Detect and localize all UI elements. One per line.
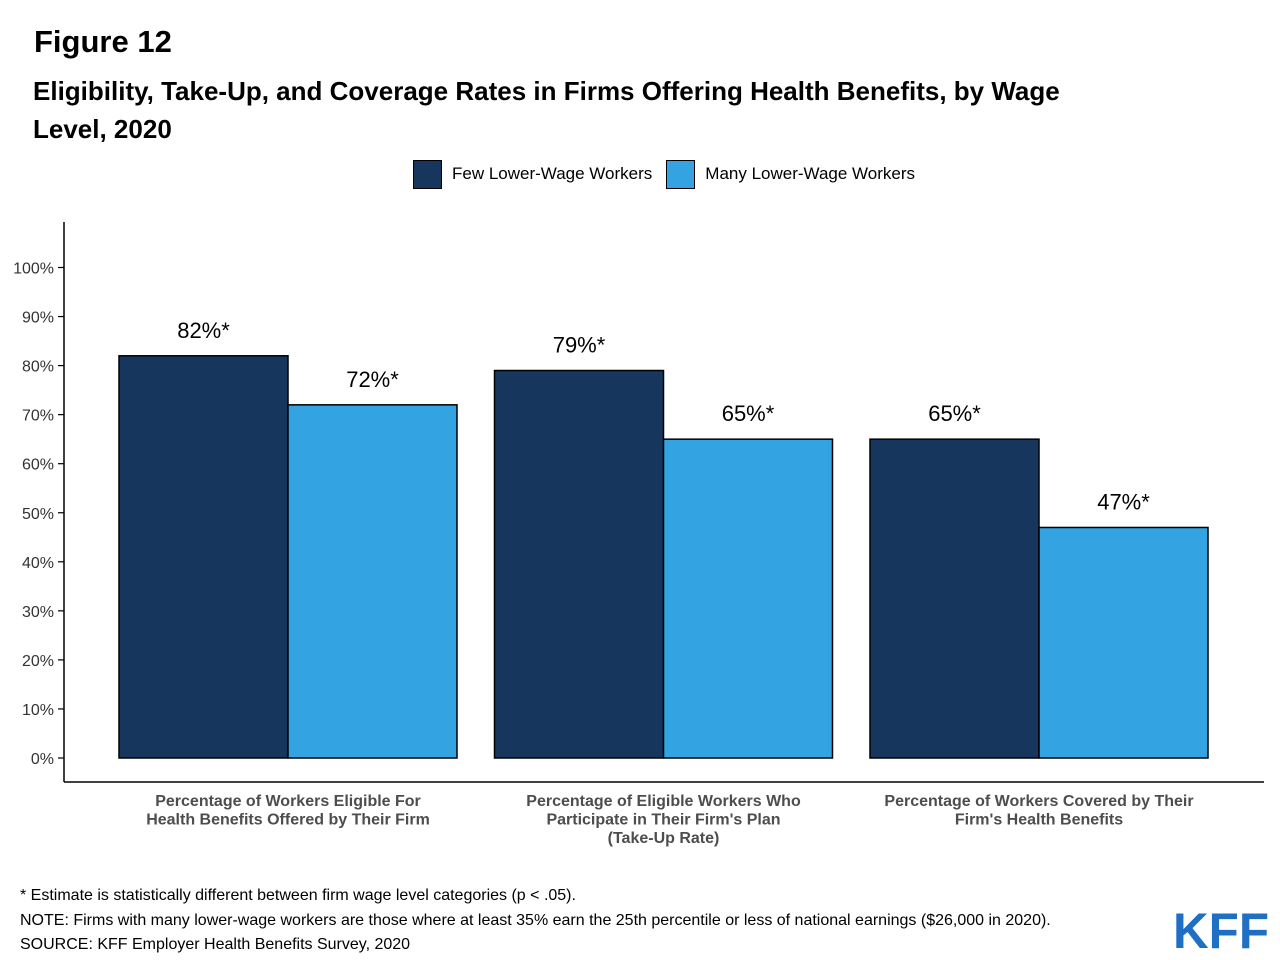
data-label: 82%* [177,318,230,343]
x-tick-label: Percentage of Workers Eligible For Health… [146,793,430,829]
bar [287,404,458,759]
bar [493,369,665,759]
legend-label-many: Many Lower-Wage Workers [705,164,916,183]
x-tick-label: Percentage of Workers Covered by Their Fi… [884,793,1193,829]
legend: Few Lower-Wage Workers Many Lower-Wage W… [413,158,929,190]
legend-swatch-few [413,159,442,189]
bar [118,355,289,759]
footnote-note: NOTE: Firms with many lower-wage workers… [20,911,1051,929]
y-tick-label: 70% [22,408,54,425]
data-label: 65%* [928,401,981,426]
legend-swatch-many [666,159,696,189]
footnote-source: SOURCE: KFF Employer Health Benefits Sur… [20,936,411,953]
bar [1038,526,1209,759]
y-tick-label: 30% [22,604,54,621]
data-label: 79%* [553,333,606,358]
y-tick-label: 60% [22,457,54,474]
data-label: 65%* [722,401,775,426]
y-tick-label: 0% [31,751,54,768]
data-label: 72%* [346,367,399,392]
y-tick-label: 100% [13,261,54,278]
bar [869,438,1040,759]
kff-logo-text: KFF [1173,906,1269,952]
footnote-significance: * Estimate is statistically different be… [20,887,576,904]
bar [662,438,834,759]
footnotes: * Estimate is statistically different be… [20,884,1051,958]
data-label: 47%* [1097,489,1150,514]
y-tick-label: 80% [22,359,54,376]
kff-logo: KFF [1173,906,1269,952]
y-tick-label: 50% [22,506,54,523]
y-tick-label: 40% [22,555,54,572]
y-tick-label: 90% [22,310,54,327]
x-tick-label: Percentage of Eligible Workers Who Partic… [526,793,801,847]
figure-label: Figure 12 [34,24,172,59]
y-tick-label: 20% [22,653,54,670]
legend-item-few: Few Lower-Wage Workers [413,159,653,189]
chart-title: Eligibility, Take-Up, and Coverage Rates… [33,76,1060,144]
y-tick-label: 10% [22,702,54,719]
legend-label-few: Few Lower-Wage Workers [452,164,653,183]
bar-chart: 0% 10% 20% 30% 40% 50% 60% 70% 80% 90% 100% 82%* 79%… [13,222,1264,847]
legend-item-many: Many Lower-Wage Workers [666,159,916,189]
